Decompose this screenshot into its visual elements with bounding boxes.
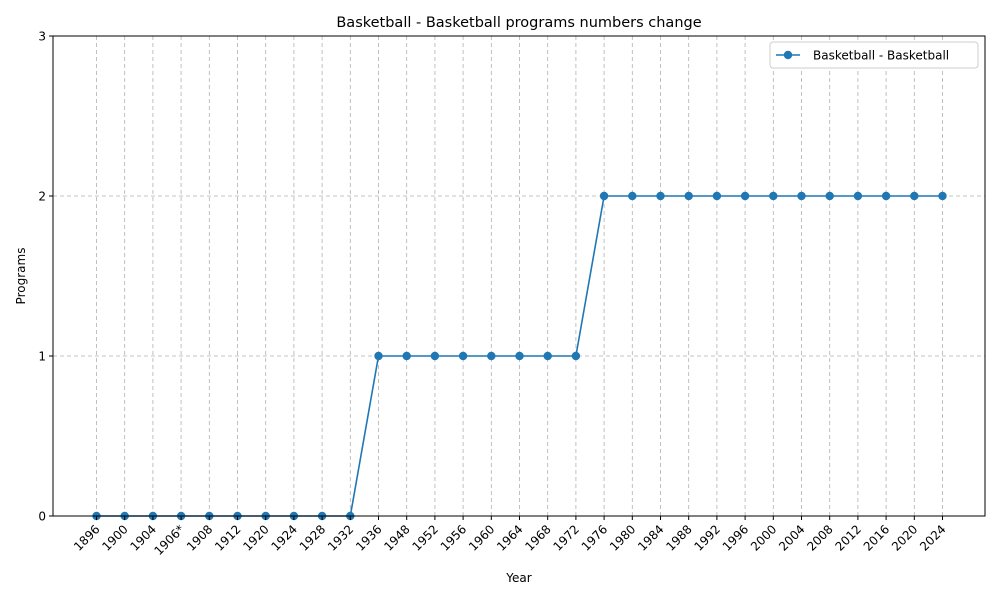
y-axis-label: Programs: [14, 248, 28, 305]
x-tick-label: 1924: [269, 522, 300, 553]
y-axis: 0 1 2 3: [38, 30, 53, 524]
x-tick-label: 2016: [861, 522, 892, 553]
data-point: [628, 191, 637, 201]
x-tick-label: 1948: [381, 522, 412, 553]
x-tick-label: 1960: [466, 522, 497, 553]
data-point: [910, 191, 919, 201]
x-tick-label: 1988: [663, 522, 694, 553]
data-point: [430, 351, 440, 361]
x-tick-label: 1896: [71, 522, 102, 553]
x-tick-label: 1952: [410, 522, 441, 553]
x-tick-label: 1936: [353, 522, 384, 553]
chart-title: Basketball - Basketball programs numbers…: [336, 15, 701, 31]
x-tick-label: 1972: [551, 522, 582, 553]
x-tick-label: 1908: [184, 522, 215, 553]
data-point: [402, 351, 411, 361]
x-tick-label: 1984: [635, 522, 666, 553]
grid: [53, 35, 985, 517]
data-point: [797, 191, 806, 201]
data-point: [881, 191, 891, 201]
x-axis: 1896190019041906*19081912192019241928193…: [71, 516, 949, 558]
y-tick-label: 2: [38, 190, 46, 204]
y-tick-label: 1: [38, 350, 46, 364]
x-tick-label: 2020: [889, 522, 920, 553]
x-tick-label: 1928: [297, 522, 328, 553]
x-tick-label: 2004: [776, 522, 807, 553]
data-point: [938, 191, 947, 201]
data-point: [487, 351, 496, 361]
legend-entry: Basketball - Basketball: [813, 49, 949, 63]
x-tick-label: 1900: [99, 522, 130, 553]
data-point: [740, 191, 750, 201]
x-tick-label: 2000: [748, 522, 779, 553]
data-point: [599, 191, 609, 201]
data-point: [853, 191, 863, 201]
legend-marker-swatch: [783, 50, 793, 60]
x-tick-label: 1906*: [151, 522, 187, 558]
data-point: [515, 351, 524, 361]
x-tick-label: 1956: [438, 522, 469, 553]
x-tick-label: 1920: [240, 522, 271, 553]
x-tick-label: 1976: [579, 522, 610, 553]
x-axis-label: Year: [505, 571, 531, 585]
x-tick-label: 1912: [212, 522, 243, 553]
legend: Basketball - Basketball: [769, 41, 979, 69]
data-point: [458, 351, 468, 361]
data-point: [684, 191, 693, 201]
x-tick-label: 1932: [325, 522, 356, 553]
x-tick-label: 2008: [804, 522, 835, 553]
data-point: [769, 191, 778, 201]
y-tick-label: 0: [38, 510, 46, 524]
data-point: [656, 191, 665, 201]
x-tick-label: 1996: [720, 522, 751, 553]
x-tick-label: 1980: [607, 522, 638, 553]
legend-box: [769, 41, 979, 69]
data-point: [374, 351, 383, 361]
data-point: [543, 351, 552, 361]
x-tick-label: 2012: [833, 522, 864, 553]
x-tick-label: 1964: [494, 522, 525, 553]
y-tick-label: 3: [38, 30, 46, 44]
plot-frame: [52, 35, 986, 517]
x-tick-label: 1968: [522, 522, 553, 553]
data-point: [571, 351, 581, 361]
data-point: [825, 191, 834, 201]
x-tick-label: 2024: [917, 522, 948, 553]
data-point: [712, 191, 722, 201]
x-tick-label: 1992: [692, 522, 723, 553]
